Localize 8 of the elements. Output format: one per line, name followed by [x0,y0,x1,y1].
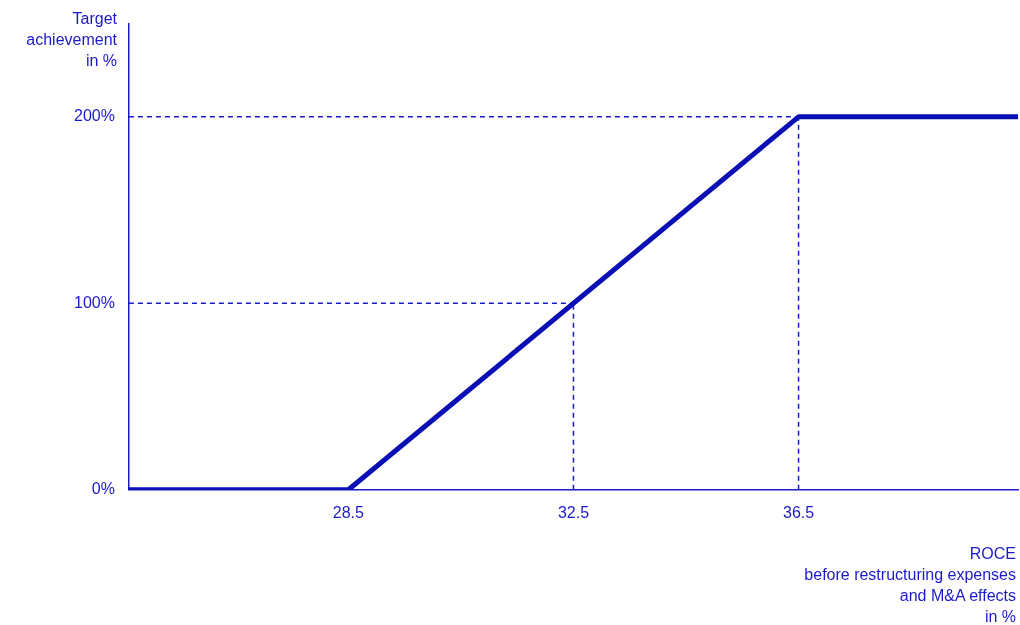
x-axis-title: ROCE before restructuring expenses and M&A effects in % [803,544,1016,625]
y-tick-label: 100% [74,293,115,311]
x-tick-label: 28.5 [332,503,365,521]
x-tick-label: 32.5 [557,503,590,521]
y-tick-label: 0% [91,480,115,498]
y-tick-label: 200% [74,107,115,125]
y-axis-title: Target achievement in % [25,9,117,71]
x-tick-label: 36.5 [782,503,815,521]
